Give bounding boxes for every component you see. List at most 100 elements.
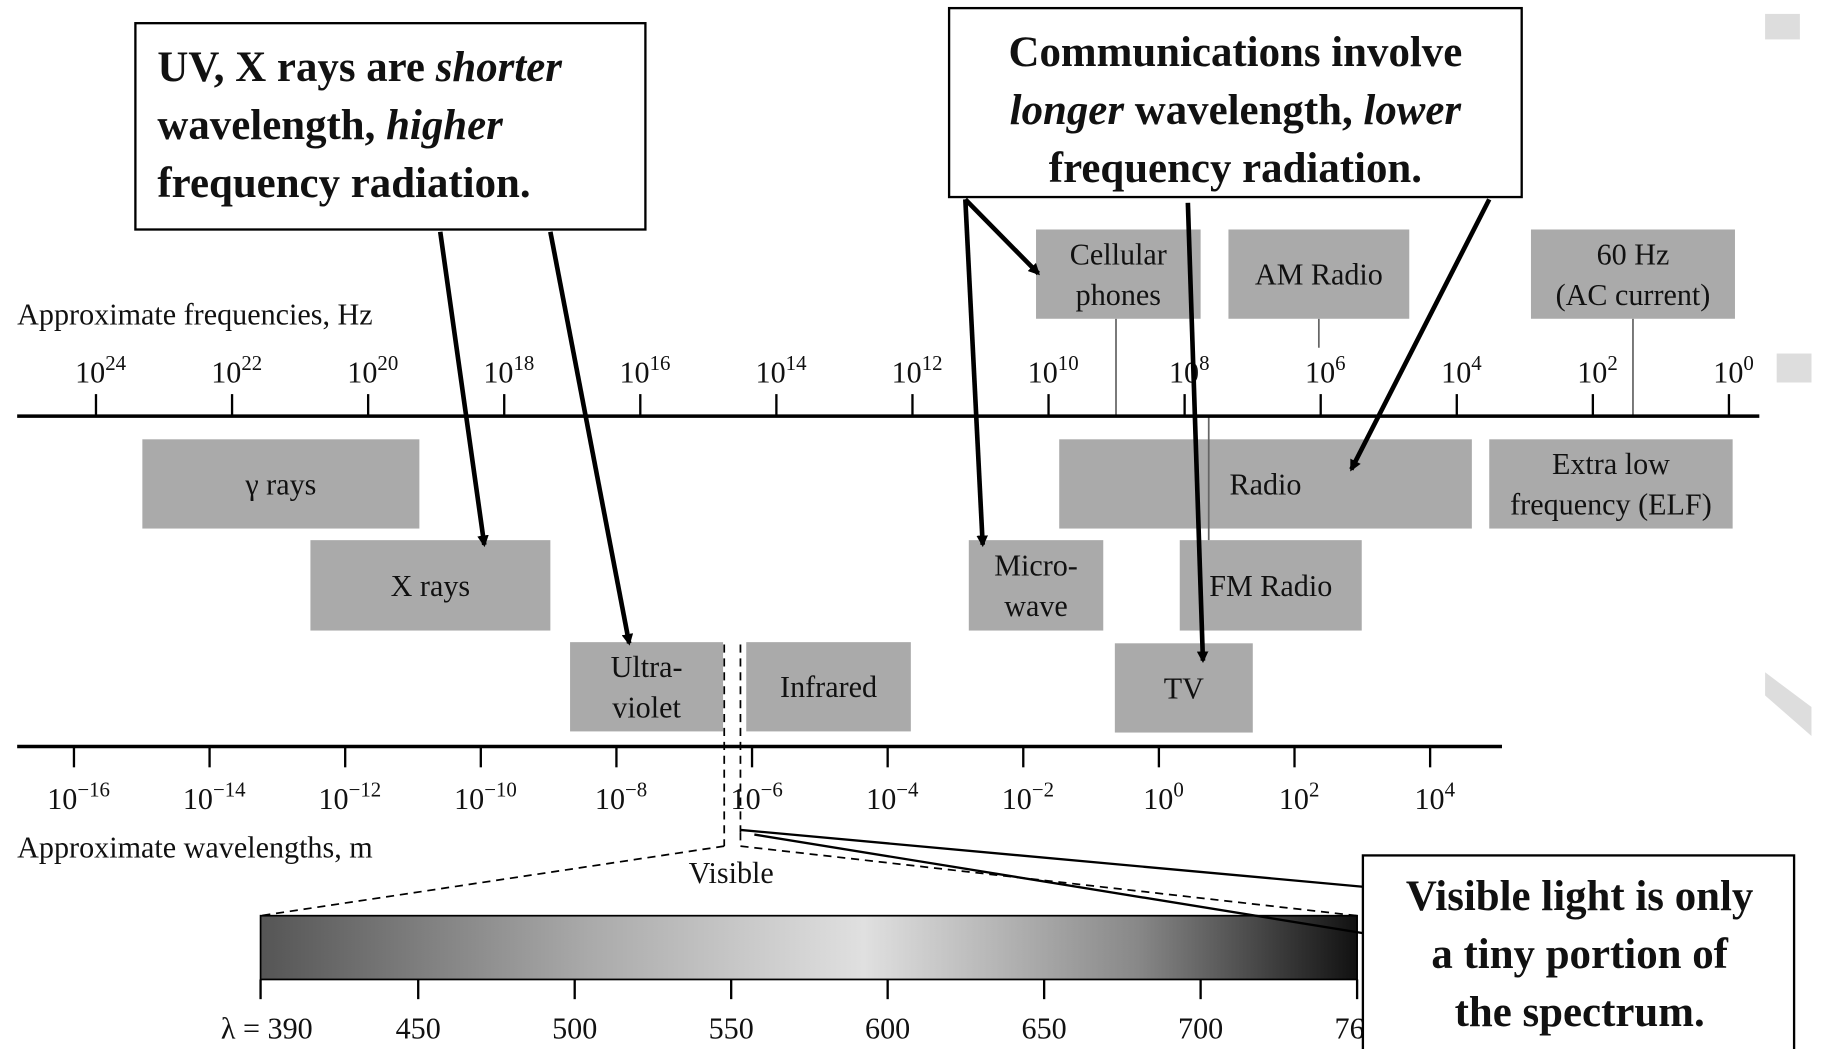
tick-base: 10 [211, 356, 241, 390]
band-label: AM Radio [1255, 258, 1383, 292]
band-label: X rays [391, 569, 470, 603]
tick-label: 1020 [347, 351, 398, 390]
arrow [437, 231, 489, 548]
tick-base: 10 [47, 782, 77, 816]
wavelength-label: 650 [1022, 1012, 1067, 1046]
tick-label: 104 [1414, 777, 1455, 816]
wavelength-label: 500 [552, 1012, 597, 1046]
band-label: 60 Hz [1597, 237, 1670, 271]
visible-label: Visible [689, 856, 774, 890]
band-box [1059, 439, 1472, 529]
tick-exponent: 4 [1471, 351, 1482, 375]
callout-run: frequency radiation. [157, 160, 530, 207]
tick-base: 10 [1305, 356, 1335, 390]
tick-exponent: 10 [1058, 351, 1079, 375]
tick-exponent: −12 [349, 777, 382, 801]
tick-exponent: 2 [1607, 351, 1617, 375]
band-label: Micro- [994, 549, 1078, 583]
visible-dash [260, 845, 725, 917]
tick-base: 10 [454, 782, 484, 816]
wavelength-label: 600 [865, 1012, 910, 1046]
band-label: TV [1164, 671, 1204, 705]
tick-base: 10 [1028, 356, 1058, 390]
arrow [963, 199, 989, 548]
wavelength-label: 550 [709, 1012, 754, 1046]
tick-base: 10 [483, 356, 513, 390]
wavelength-label: λ = 390 [221, 1012, 313, 1046]
tick-exponent: 22 [241, 351, 262, 375]
tick-label: 100 [1143, 777, 1184, 816]
band-label: Extra low [1552, 447, 1670, 481]
callout-run: shorter [435, 44, 563, 91]
tick-exponent: 6 [1335, 351, 1345, 375]
edge-shade [1765, 672, 1812, 737]
callout-run: the spectrum. [1455, 989, 1705, 1036]
edge-shade [1776, 353, 1812, 383]
diagram-layer: γ rays X rays Ultra-violet Infrared Micro-wa… [17, 6, 1796, 1049]
tick-base: 10 [1279, 782, 1309, 816]
tick-base: 10 [183, 782, 213, 816]
band-label: γ rays [244, 467, 316, 501]
callout-text: Communications involve [1008, 29, 1462, 76]
band-label: (AC current) [1556, 278, 1711, 312]
tick-exponent: 8 [1199, 351, 1209, 375]
callout-text: UV, X rays are shorter [157, 44, 562, 91]
tick-base: 10 [731, 782, 761, 816]
edge-shade [1765, 13, 1800, 40]
band-label: Infrared [780, 670, 877, 704]
band-box [142, 439, 420, 529]
wavelength-axis-label: Approximate wavelengths, m [17, 831, 373, 865]
tick-label: 100 [1713, 351, 1754, 390]
arrow [548, 231, 634, 646]
tick-base: 10 [1143, 782, 1173, 816]
tick-exponent: 24 [105, 351, 126, 375]
band-box [1114, 643, 1253, 733]
tick-base: 10 [756, 356, 786, 390]
band-label: violet [612, 690, 681, 724]
tick-base: 10 [866, 782, 896, 816]
tick-exponent: −4 [896, 777, 919, 801]
tick-label: 1016 [619, 351, 670, 390]
tick-label: 1014 [756, 351, 808, 390]
band-box [1530, 229, 1735, 319]
band-box [1179, 540, 1362, 631]
band-label: Cellular [1070, 237, 1167, 271]
callout-run: higher [386, 102, 503, 149]
arrow [1349, 198, 1492, 472]
tick-base: 10 [1414, 782, 1444, 816]
tick-exponent: 4 [1445, 777, 1456, 801]
band-label: frequency (ELF) [1510, 488, 1712, 522]
wavelength-label: 450 [396, 1012, 441, 1046]
tick-label: 10−6 [731, 777, 783, 816]
arrow [1185, 202, 1209, 664]
tick-label: 1010 [1028, 351, 1079, 390]
visible-dash [739, 832, 1358, 917]
tick-label: 10−2 [1002, 777, 1054, 816]
band-label: FM Radio [1209, 569, 1332, 603]
callout-text: a tiny portion of [1431, 931, 1728, 978]
band-box [746, 642, 911, 732]
band-box [1489, 439, 1733, 529]
band-label: Ultra- [611, 650, 683, 684]
wavelength-label: 700 [1178, 1012, 1223, 1046]
tick-exponent: −6 [761, 777, 783, 801]
frequency-axis-label: Approximate frequencies, Hz [17, 298, 372, 332]
tick-label: 102 [1577, 351, 1618, 390]
callout-text: frequency radiation. [157, 160, 530, 207]
callout-box [1361, 854, 1796, 1049]
callout-text: frequency radiation. [1049, 145, 1422, 192]
band-box [570, 642, 724, 732]
tick-label: 10−4 [866, 777, 919, 816]
tick-label: 10−10 [454, 777, 517, 816]
tick-base: 10 [1577, 356, 1607, 390]
tick-base: 10 [1441, 356, 1471, 390]
tick-exponent: 12 [922, 351, 943, 375]
tick-base: 10 [892, 356, 922, 390]
tick-exponent: 16 [650, 351, 671, 375]
callout-run: longer [1010, 87, 1125, 134]
tick-base: 10 [318, 782, 348, 816]
tick-base: 10 [1002, 782, 1032, 816]
band-box [310, 540, 551, 631]
